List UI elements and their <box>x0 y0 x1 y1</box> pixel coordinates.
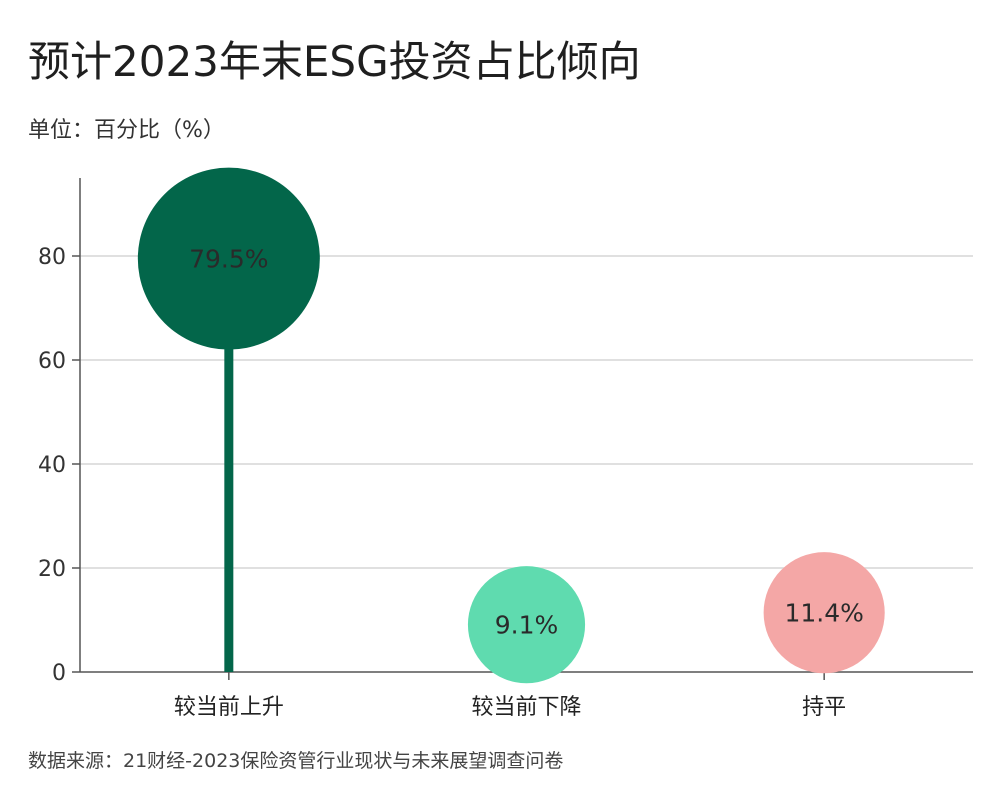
data-label: 9.1% <box>495 611 559 640</box>
x-category-label: 较当前下降 <box>471 695 581 720</box>
y-tick-label: 20 <box>38 557 66 582</box>
lollipop-head <box>137 167 320 350</box>
source-note: 数据来源：21财经-2023保险资管行业现状与未来展望调查问卷 <box>28 750 564 772</box>
x-category-label: 较当前上升 <box>174 695 284 720</box>
y-tick-labels: 0 20 40 60 80 <box>38 245 66 686</box>
x-category-labels: 较当前上升 较当前下降 持平 <box>174 695 846 720</box>
data-label: 11.4% <box>784 599 863 628</box>
y-tick-label: 60 <box>38 349 66 374</box>
x-category-label: 持平 <box>802 695 846 720</box>
lollipop-head <box>467 566 586 684</box>
y-tick-label: 40 <box>38 453 66 478</box>
y-tick-label: 0 <box>52 661 66 686</box>
y-tick-label: 80 <box>38 245 66 270</box>
chart-marks: 79.5% 9.1% 11.4% <box>137 167 885 684</box>
lollipop-head <box>763 552 885 674</box>
data-label: 79.5% <box>189 245 268 274</box>
unit-note: 单位：百分比（%） <box>28 118 225 143</box>
chart-title: 预计2023年末ESG投资占比倾向 <box>28 37 641 86</box>
